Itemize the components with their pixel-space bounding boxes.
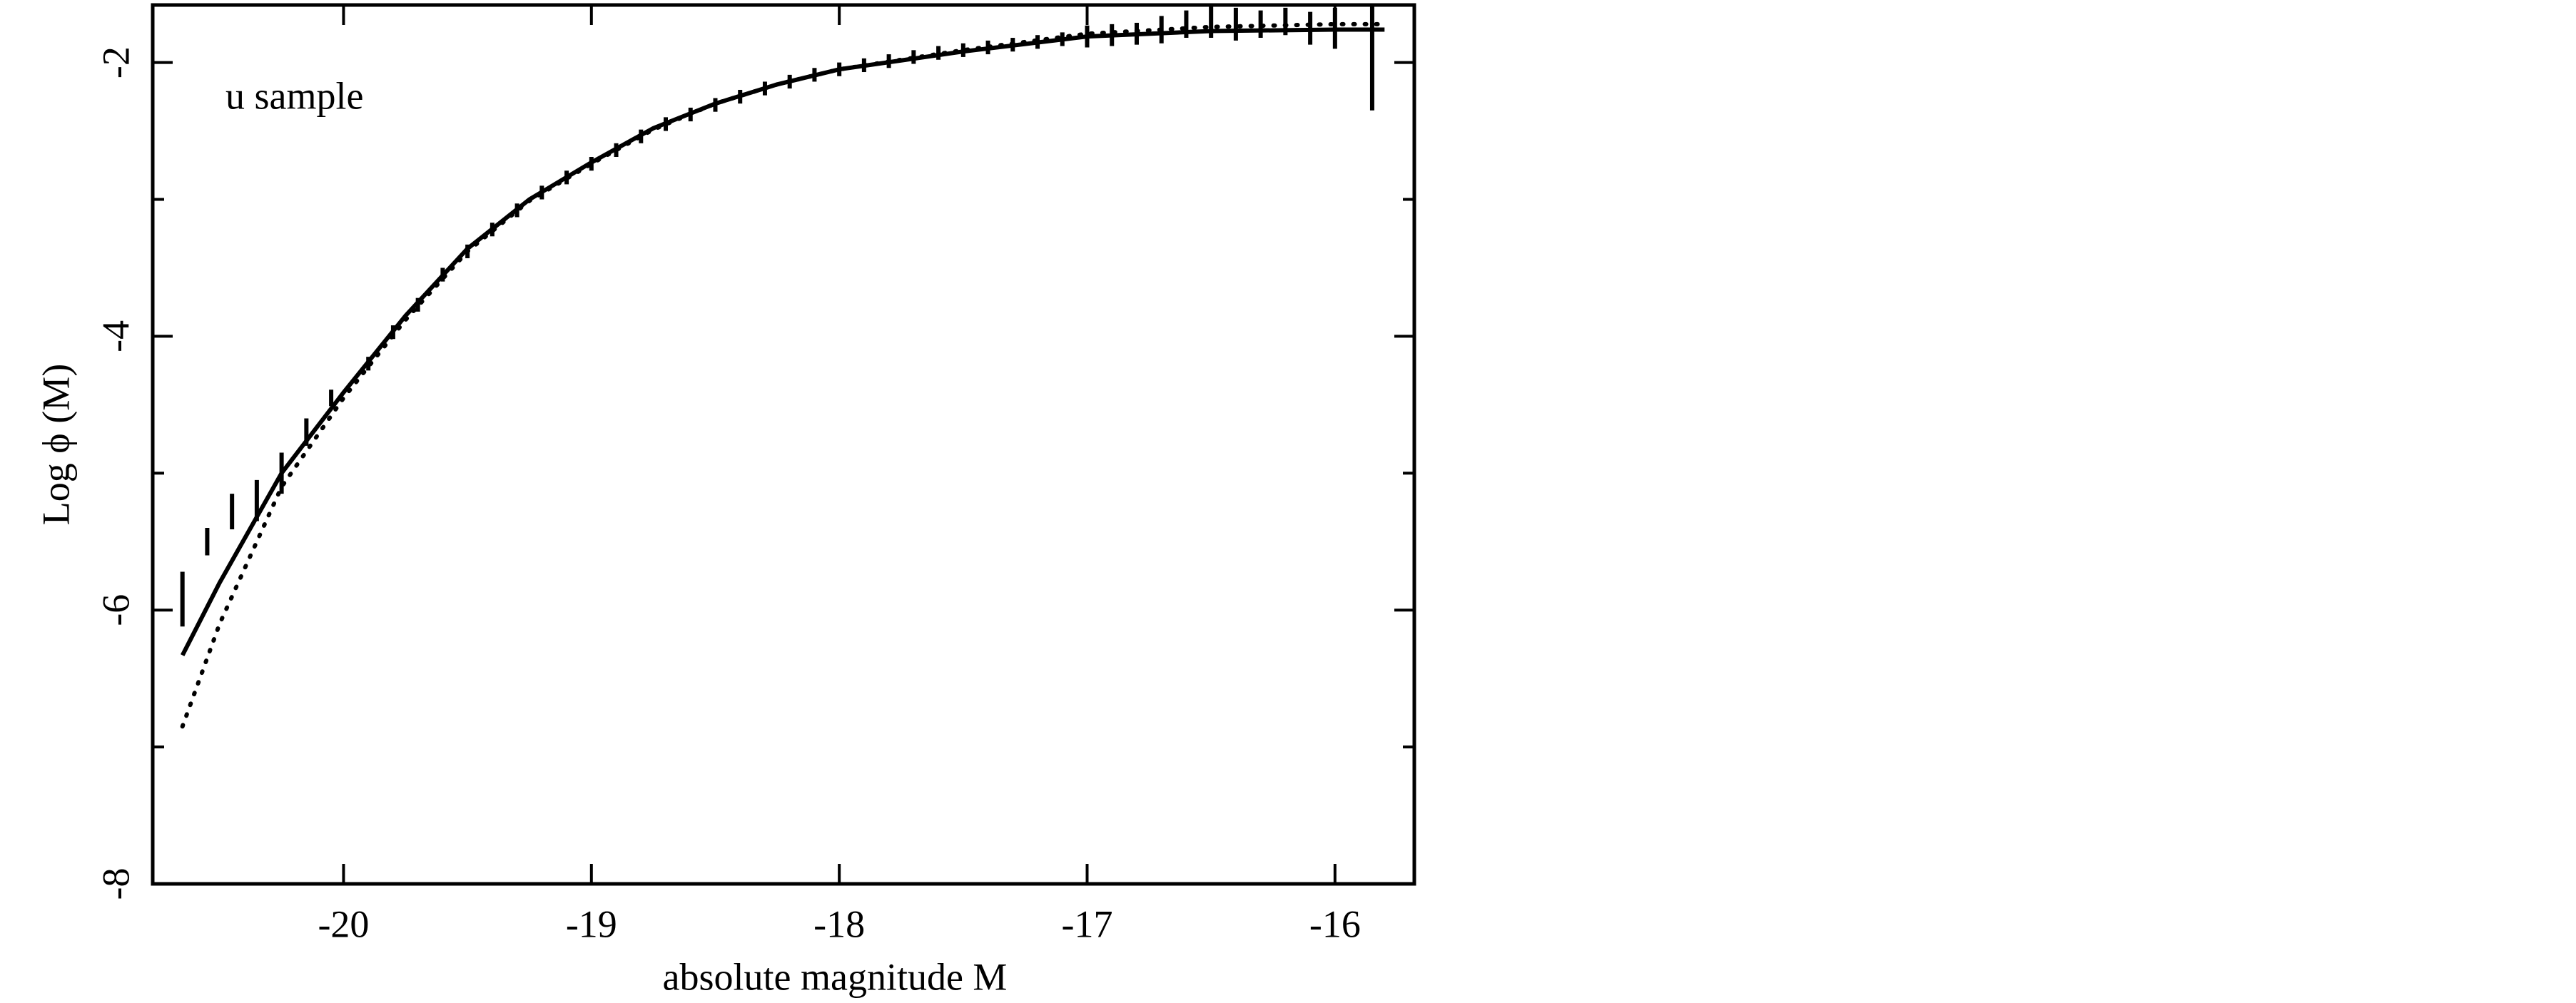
x-tick-label: -16: [1309, 902, 1361, 945]
x-tick-label: -20: [318, 902, 369, 945]
x-tick-label: -19: [566, 902, 617, 945]
plot-frame: [151, 3, 1416, 886]
dotted-curve: [180, 21, 1387, 729]
x-tick-label: -18: [813, 902, 865, 945]
y-tick-label: -2: [94, 46, 137, 78]
y-tick-label: -8: [94, 868, 137, 900]
y-tick-label: -4: [94, 320, 137, 352]
x-axis-label: absolute magnitude M: [663, 955, 1008, 998]
x-tick-label: -17: [1062, 902, 1113, 945]
solid-curve: [181, 27, 1385, 656]
y-axis-label: Log ϕ (M): [34, 364, 77, 525]
annotation: u sample: [225, 74, 363, 117]
y-tick-label: -6: [94, 594, 137, 626]
